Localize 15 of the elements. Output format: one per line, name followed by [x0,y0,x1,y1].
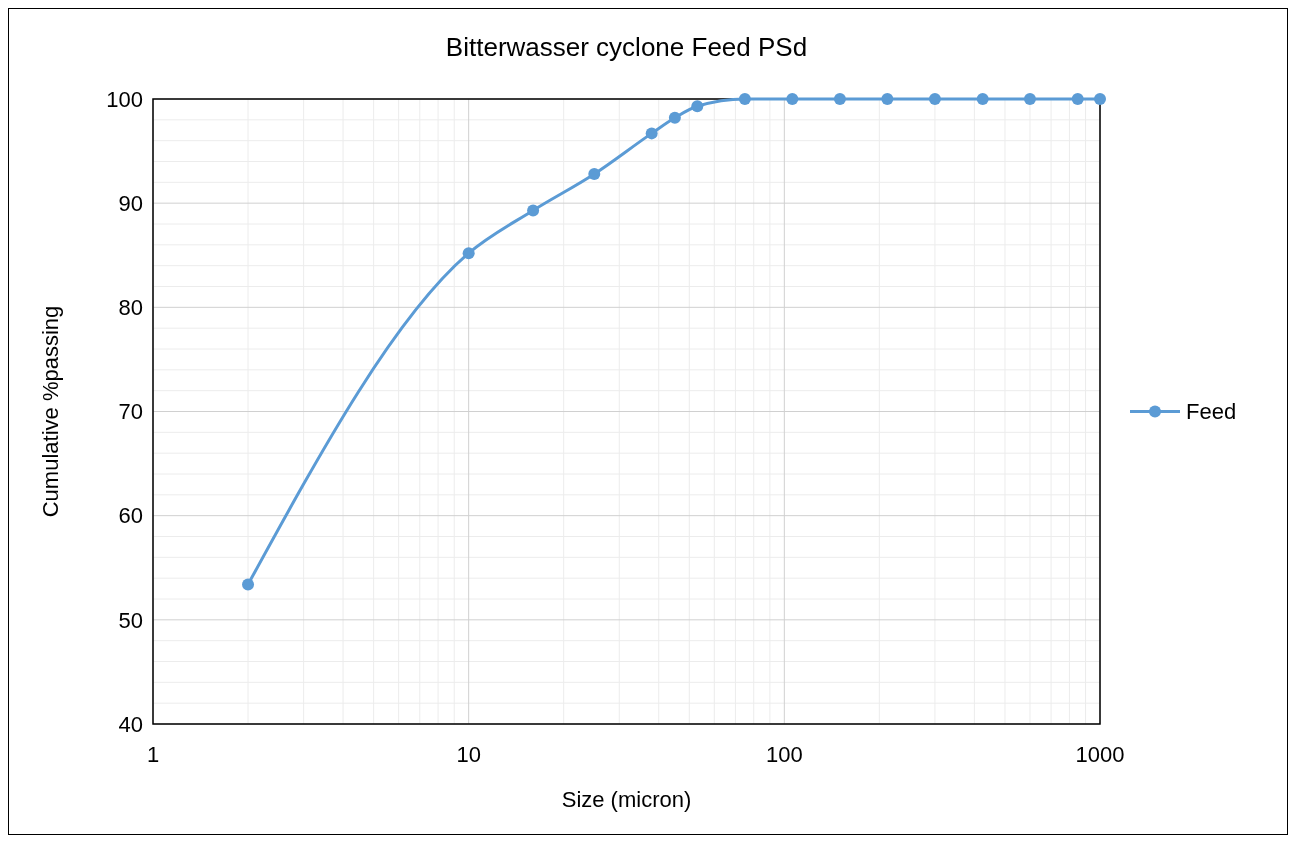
x-tick-label: 100 [765,742,803,767]
y-tick-label: 60 [118,503,143,529]
x-tick-label: 10 [456,742,481,767]
y-tick-label: 90 [118,190,143,216]
x-tick-label: 1000 [1075,742,1125,767]
chart-title: Bitterwasser cyclone Feed PSd [445,32,808,62]
y-tick-label: 50 [118,607,143,633]
x-tick-label: 1 [146,742,160,767]
y-tick-label: 80 [118,295,143,321]
y-tick-label: 70 [118,399,143,425]
y-axis-title: Cumulative %passing [38,305,63,518]
y-tick-label: 100 [106,86,143,112]
y-tick-label: 40 [118,711,143,737]
x-axis-title: Size (micron) [561,787,692,812]
legend-label: Feed [1186,399,1237,425]
